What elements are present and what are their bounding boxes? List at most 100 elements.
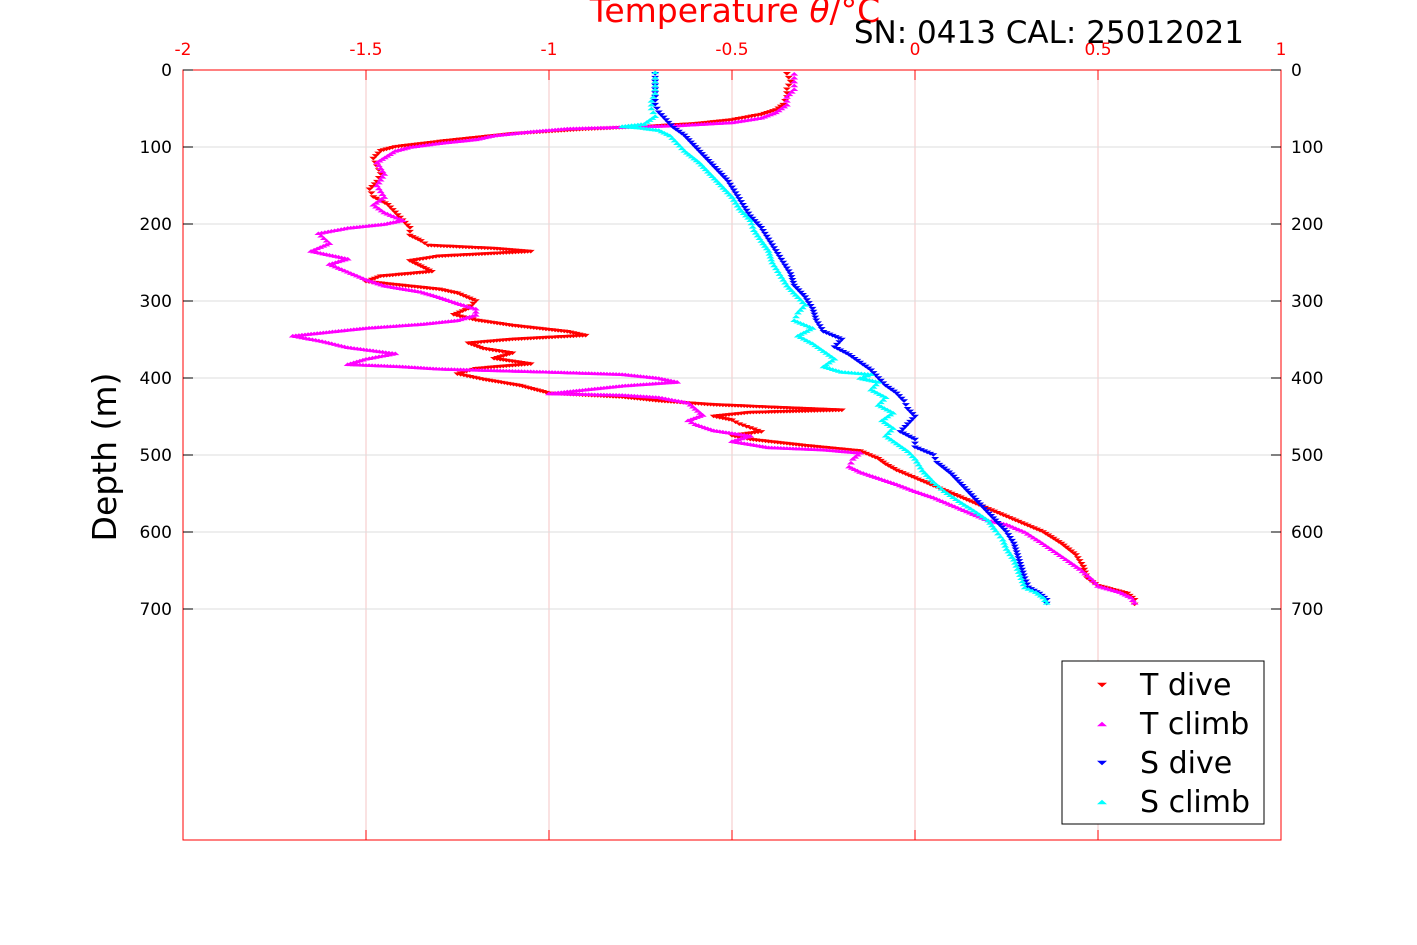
data-point [1019,573,1028,578]
data-point [984,511,993,516]
data-point [1050,549,1059,554]
data-point [383,202,392,207]
data-point [991,528,1000,533]
data-point [735,197,744,201]
data-point [848,457,857,461]
data-point [697,152,706,156]
data-point [790,72,799,76]
y-tick-label-right: 0 [1291,61,1302,81]
data-point [881,383,890,388]
data-point [850,356,859,361]
data-point [766,240,775,245]
data-point [1013,553,1022,557]
data-point [728,185,736,190]
y-tick-label-left: 300 [140,292,172,312]
data-point [647,99,656,103]
y-tick-label-right: 300 [1291,292,1323,312]
data-point [796,308,805,312]
data-point [374,151,383,156]
legend-label: T dive [1139,668,1231,703]
data-point [746,218,755,222]
data-point [900,447,909,452]
data-point [731,201,740,205]
data-point [691,145,700,149]
data-point [744,211,753,216]
data-point [755,223,764,228]
data-point [651,114,660,118]
data-point [787,90,796,94]
data-point [965,490,974,495]
data-point [673,141,682,145]
data-point [1018,567,1027,572]
data-point [835,340,844,344]
data-point [908,454,917,459]
data-point [690,156,699,161]
data-point [1069,551,1078,555]
data-point [878,418,887,423]
data-point [786,272,795,276]
data-point [1017,564,1026,569]
legend: T dive T climb S dive S climb [1061,660,1265,825]
data-point [790,75,799,80]
data-point [804,301,813,305]
data-point [713,168,722,172]
data-point [372,183,381,188]
data-point [725,192,734,197]
data-point [898,427,907,432]
data-point [883,422,892,426]
data-point [900,399,909,403]
data-point [775,254,784,259]
data-point [733,203,742,208]
data-point [951,497,960,501]
data-point [1083,574,1092,578]
data-point [729,198,738,202]
data-point [978,504,987,509]
data-point [1004,533,1013,537]
data-point [908,412,917,416]
data-point [649,95,658,99]
data-point [1055,553,1064,558]
data-point [927,477,936,482]
data-point [811,343,820,348]
data-point [984,518,993,523]
data-point [770,263,779,268]
data-point [884,435,893,440]
x-tick-label: 0.5 [1084,40,1111,60]
data-point [750,219,759,223]
data-point [827,355,836,359]
data-point [960,503,969,507]
data-point [317,233,326,238]
data-point [764,249,773,253]
data-point [780,104,789,109]
data-point [723,190,732,195]
data-point [792,314,801,319]
data-point [471,299,480,303]
data-point [721,188,730,192]
data-point [1047,547,1056,552]
data-point [803,298,812,302]
data-point [386,205,395,210]
data-point [765,252,774,256]
x-axis-title-text: Temperature [589,0,810,30]
data-point [792,286,801,290]
data-point [708,174,717,179]
data-point [1072,565,1081,569]
data-point [966,506,975,511]
data-point [405,226,414,230]
data-point [869,371,878,375]
data-point [1067,549,1076,554]
data-point [380,172,389,176]
data-point [1038,541,1047,546]
data-point [770,246,779,250]
data-point [920,470,929,475]
data-point [1064,559,1073,564]
data-point [1029,535,1038,540]
data-point [1094,584,1102,588]
data-point [798,300,807,305]
data-point [698,413,707,417]
data-point [811,315,820,320]
data-point [954,499,963,503]
data-point [798,305,807,310]
data-point [782,266,791,271]
data-point [911,457,919,461]
